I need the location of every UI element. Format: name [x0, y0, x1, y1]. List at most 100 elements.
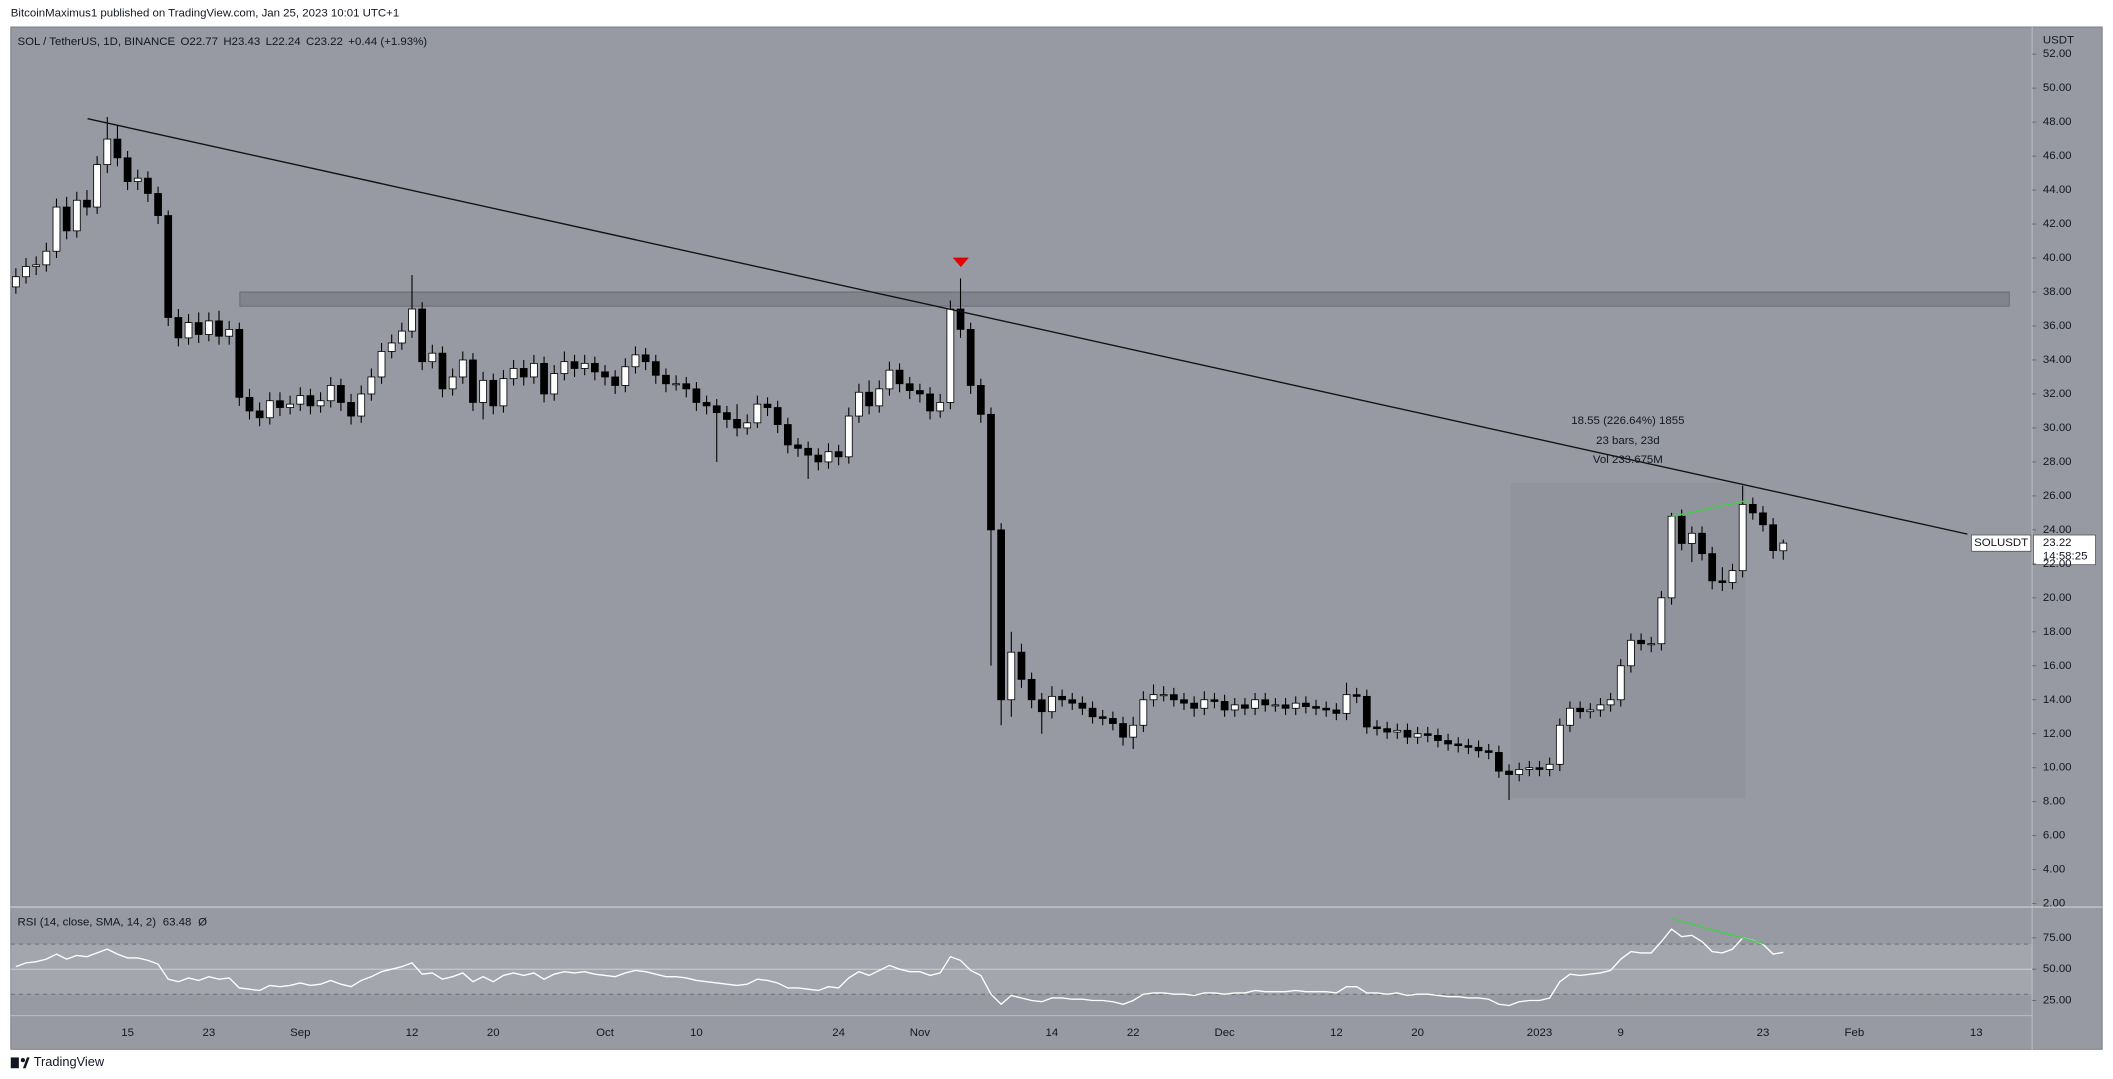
measure-volume: Vol 233.675M [1593, 454, 1663, 466]
candle-body [12, 276, 20, 288]
candle-body [296, 395, 305, 405]
candle-body [570, 361, 579, 369]
candle-body [1657, 597, 1666, 645]
candle-body [611, 376, 620, 386]
candle-body [174, 317, 183, 339]
candle-body [1068, 699, 1077, 704]
x-tick-label: Nov [910, 1027, 931, 1039]
candle-body [682, 383, 691, 390]
candle-body [367, 376, 376, 395]
candle-body [1566, 707, 1574, 726]
y-tick-label: 14.00 [2043, 694, 2072, 706]
candle-body [428, 352, 437, 363]
candle-body [164, 215, 173, 318]
y-tick-label: 12.00 [2043, 728, 2072, 740]
x-tick-label: Feb [1845, 1027, 1865, 1039]
candle-body [1332, 709, 1341, 714]
y-tick-label: 30.00 [2043, 422, 2072, 434]
candle-body [357, 393, 366, 417]
candle-body [844, 415, 853, 458]
candle-body [1413, 733, 1422, 738]
candle-body [885, 369, 894, 390]
candle-body [1149, 694, 1158, 701]
y-tick-label: 28.00 [2043, 456, 2072, 468]
candle-body [1220, 701, 1229, 711]
candle-body [1718, 580, 1727, 583]
candle-body [397, 330, 406, 344]
y-tick-label: 10.00 [2043, 762, 2072, 774]
ohlc-change: +0.44 (+1.93%) [348, 36, 427, 48]
candle-body [1616, 665, 1625, 701]
candle-body [1738, 503, 1747, 572]
symbol: SOL / TetherUS, 1D, BINANCE [18, 36, 176, 48]
candle-body [753, 403, 762, 424]
price-tag-value: 23.22 [2043, 537, 2072, 549]
candle-body [1555, 724, 1564, 765]
candle-body [651, 361, 660, 376]
y-tick-label: 16.00 [2043, 660, 2072, 672]
candle-body [631, 354, 640, 368]
candle-body [987, 413, 995, 531]
candle-body [540, 362, 548, 395]
x-tick-label: 23 [1757, 1027, 1770, 1039]
candle-body [225, 328, 234, 337]
y-tick-label: 32.00 [2043, 388, 2072, 400]
candle-body [855, 391, 863, 417]
y-tick-label: 75.00 [2043, 932, 2072, 944]
candle-body [123, 157, 132, 182]
candle-body [1088, 707, 1097, 718]
candle-body [204, 320, 213, 335]
candle-body [936, 402, 945, 412]
candle-body [184, 322, 193, 339]
candle-body [1748, 503, 1757, 514]
y-tick-label: 26.00 [2043, 490, 2072, 502]
rsi-title: RSI (14, close, SMA, 14, 2) [18, 917, 157, 929]
x-tick-label: 23 [202, 1027, 215, 1039]
candle-body [448, 376, 457, 390]
ohlc-letter: H [223, 36, 231, 48]
candle-body [306, 395, 315, 407]
candle-body [763, 403, 772, 408]
footer: TradingView [10, 1054, 105, 1069]
candle-body [245, 396, 254, 412]
x-tick-label: Oct [596, 1027, 615, 1039]
candle-body [530, 362, 538, 378]
candle-body [377, 351, 386, 378]
rsi-line [15, 928, 1784, 1007]
x-tick-label: 22 [1127, 1027, 1140, 1039]
candle-body [1078, 702, 1087, 709]
candle-body [52, 206, 61, 252]
candle-body [1058, 695, 1066, 701]
symbol-tag-bg [1971, 534, 2032, 552]
candle-body [926, 393, 934, 412]
y-tick-label: 18.00 [2043, 626, 2072, 638]
candle-body [1312, 706, 1320, 709]
candle-body [723, 412, 731, 420]
price-tag-countdown: 14:58:25 [2043, 551, 2088, 563]
x-tick-label: 14 [1046, 1027, 1059, 1039]
x-tick-label: 20 [1411, 1027, 1424, 1039]
candle-body [103, 138, 112, 165]
candle-body [733, 419, 741, 429]
candle-body [580, 362, 589, 369]
candle-body [692, 388, 701, 403]
currency: USDT [2043, 34, 2074, 46]
y-tick-label: 20.00 [2043, 592, 2072, 604]
candle-body [1596, 704, 1605, 711]
candle-body [276, 400, 284, 408]
y-tick-label: 36.00 [2043, 320, 2072, 332]
marks [12, 117, 1788, 1007]
candle-body [946, 308, 955, 403]
x-tick-label: 2023 [1527, 1027, 1552, 1039]
y-tick-label: 6.00 [2043, 830, 2065, 842]
y-tick-label: 40.00 [2043, 252, 2072, 264]
y-tick-label: 38.00 [2043, 286, 2072, 298]
candle-body [824, 451, 833, 463]
candle-body [113, 138, 122, 159]
ohlc-value: 23.43 [232, 36, 261, 48]
candle-body [1271, 704, 1280, 707]
candle-body [1688, 532, 1696, 544]
y-tick-label: 42.00 [2043, 218, 2072, 230]
candle-body [1139, 699, 1148, 726]
